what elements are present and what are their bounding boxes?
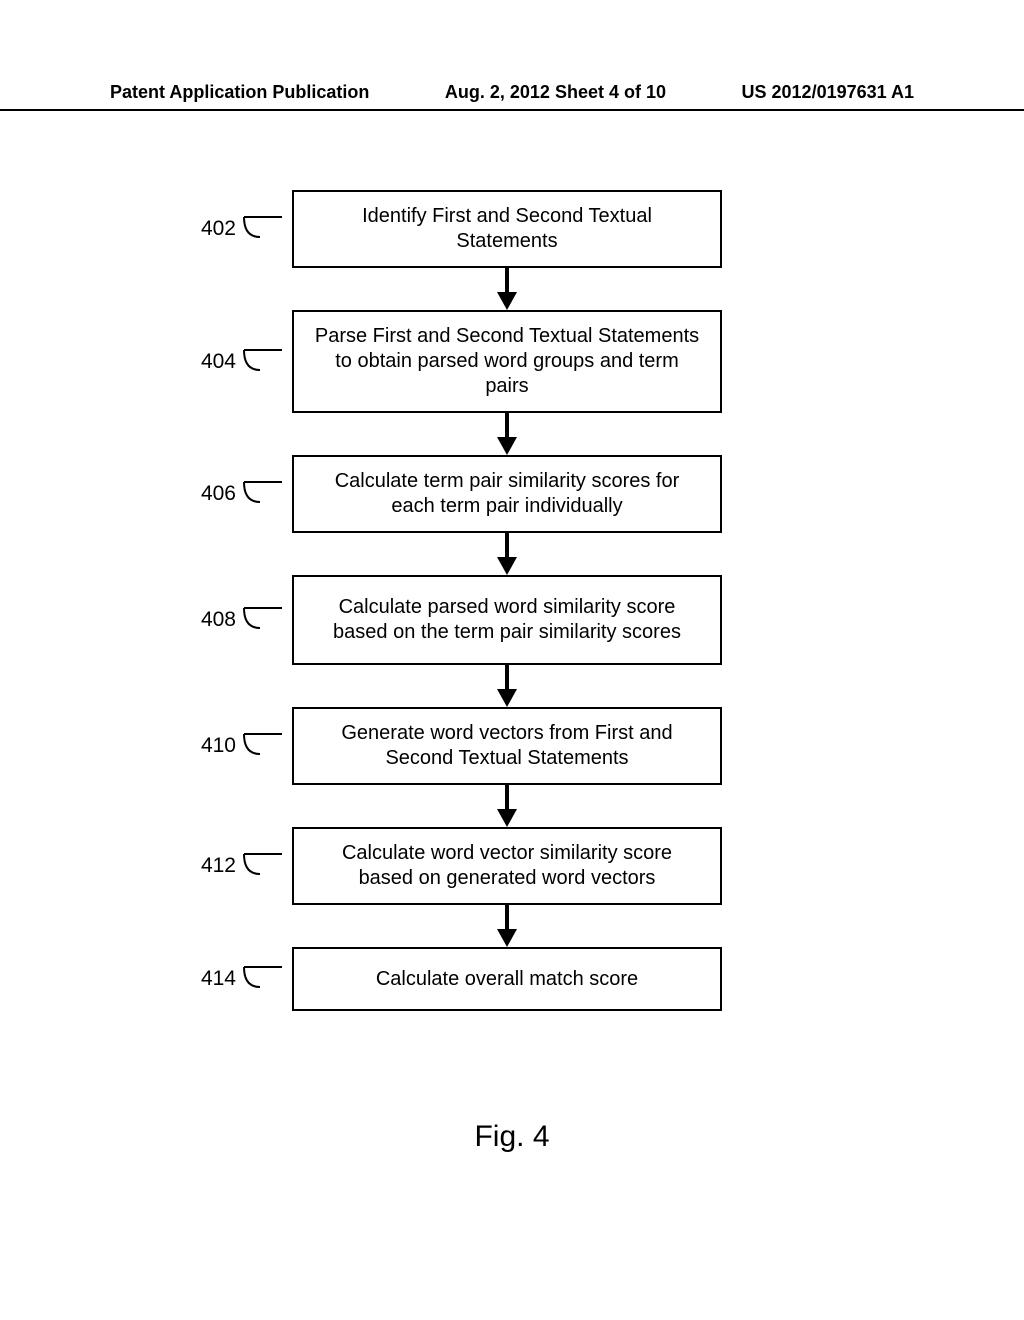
step-ref: 410 [162, 734, 242, 758]
flowchart: 402 Identify First and Second Textual St… [0, 190, 1024, 1011]
flow-step-410: 410 Generate word vectors from First and… [162, 707, 862, 785]
step-ref: 402 [162, 217, 242, 241]
ref-hook [242, 342, 292, 382]
step-ref: 406 [162, 482, 242, 506]
ref-hook [242, 846, 292, 886]
flow-arrow [493, 905, 521, 947]
flow-step-404: 404 Parse First and Second Textual State… [162, 310, 862, 413]
ref-hook [242, 600, 292, 640]
flow-arrow [493, 533, 521, 575]
step-box: Calculate parsed word similarity score b… [292, 575, 722, 665]
step-box: Parse First and Second Textual Statement… [292, 310, 722, 413]
step-box: Calculate word vector similarity score b… [292, 827, 722, 905]
step-ref: 408 [162, 608, 242, 632]
flow-arrow [493, 268, 521, 310]
step-box: Identify First and Second Textual Statem… [292, 190, 722, 268]
flow-step-402: 402 Identify First and Second Textual St… [162, 190, 862, 268]
ref-hook [242, 726, 292, 766]
ref-hook [242, 959, 292, 999]
figure-caption: Fig. 4 [0, 1120, 1024, 1154]
ref-hook [242, 209, 292, 249]
header-left: Patent Application Publication [110, 82, 369, 103]
ref-hook [242, 474, 292, 514]
header-right: US 2012/0197631 A1 [742, 82, 914, 103]
step-box: Generate word vectors from First and Sec… [292, 707, 722, 785]
step-box: Calculate term pair similarity scores fo… [292, 455, 722, 533]
step-ref: 412 [162, 854, 242, 878]
flow-step-414: 414 Calculate overall match score [162, 947, 862, 1011]
header-center: Aug. 2, 2012 Sheet 4 of 10 [445, 82, 666, 103]
step-ref: 404 [162, 350, 242, 374]
flow-arrow [493, 665, 521, 707]
step-box: Calculate overall match score [292, 947, 722, 1011]
flow-step-412: 412 Calculate word vector similarity sco… [162, 827, 862, 905]
step-ref: 414 [162, 967, 242, 991]
flow-step-406: 406 Calculate term pair similarity score… [162, 455, 862, 533]
flow-arrow [493, 785, 521, 827]
flow-arrow [493, 413, 521, 455]
flow-step-408: 408 Calculate parsed word similarity sco… [162, 575, 862, 665]
page-header: Patent Application Publication Aug. 2, 2… [0, 82, 1024, 111]
